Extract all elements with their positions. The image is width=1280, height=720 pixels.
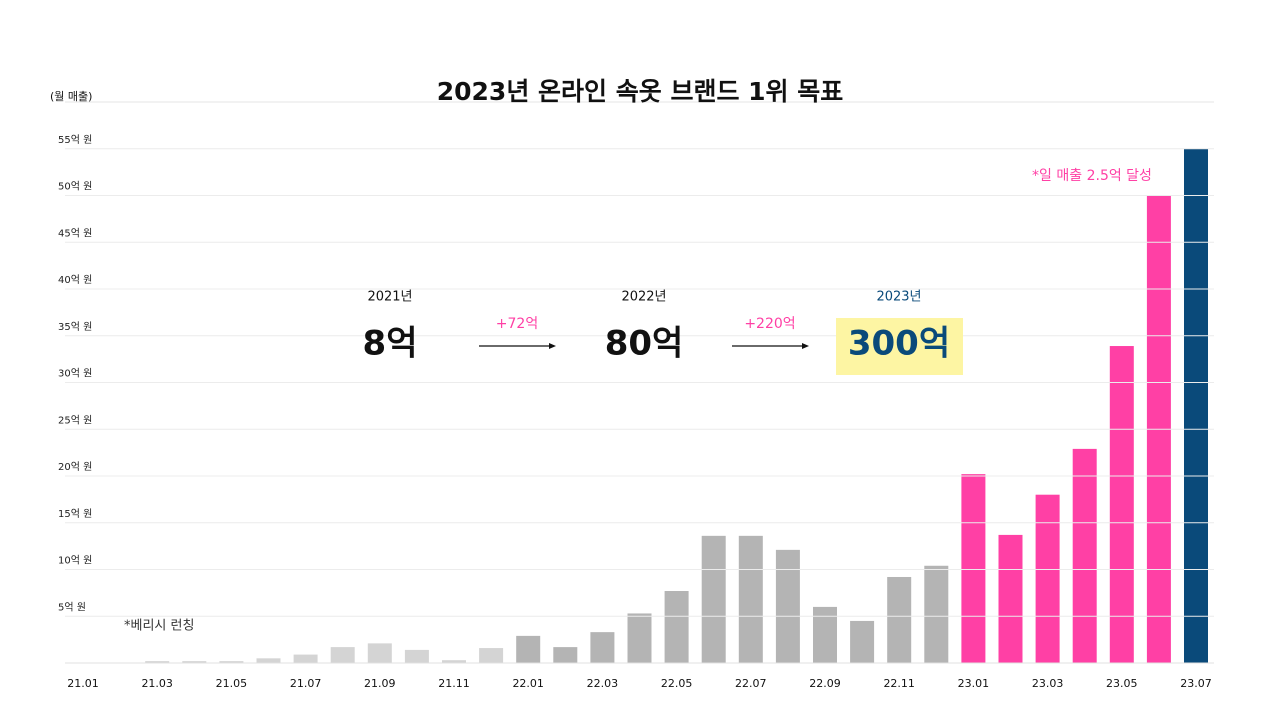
- bar: [775, 549, 800, 663]
- increase-label: +72억: [496, 316, 538, 332]
- x-tick-label: 22.07: [735, 677, 767, 690]
- arrow-head: [549, 343, 556, 349]
- bar: [813, 606, 837, 663]
- bar: [627, 613, 652, 663]
- y-tick-label: 50억 원: [58, 181, 92, 193]
- x-tick-label: 23.07: [1180, 677, 1212, 690]
- year-label: 2023년: [876, 290, 921, 305]
- x-tick-label: 22.03: [587, 677, 619, 690]
- bar: [1072, 448, 1097, 663]
- y-tick-label: 40억 원: [58, 274, 92, 286]
- bar: [404, 649, 429, 663]
- bar: [367, 643, 392, 663]
- bar: [590, 632, 615, 663]
- year-label: 2021년: [367, 290, 412, 305]
- bar: [293, 654, 318, 663]
- bar: [701, 535, 726, 663]
- x-tick-label: 21.11: [438, 677, 470, 690]
- x-tick-label: 23.05: [1106, 677, 1138, 690]
- y-axis-label: (월 매출): [50, 90, 92, 103]
- bar: [182, 661, 207, 663]
- x-tick-label: 23.03: [1032, 677, 1064, 690]
- year-label: 2022년: [621, 290, 666, 305]
- x-tick-label: 23.01: [958, 677, 990, 690]
- y-tick-label: 45억 원: [58, 227, 92, 239]
- chart-title: 2023년 온라인 속옷 브랜드 1위 목표: [437, 77, 844, 106]
- bar: [738, 535, 763, 663]
- x-tick-label: 22.01: [512, 677, 544, 690]
- x-tick-label: 21.05: [216, 677, 248, 690]
- y-tick-label: 20억 원: [58, 461, 92, 473]
- bar: [961, 474, 986, 663]
- bar: [1184, 148, 1208, 663]
- bar: [516, 635, 541, 663]
- arrow-head: [802, 343, 809, 349]
- y-tick-label: 55억 원: [58, 134, 92, 146]
- bar: [330, 647, 355, 663]
- annotation: *일 매출 2.5억 달성: [1032, 168, 1152, 184]
- annotation: *베리시 런칭: [124, 619, 194, 634]
- highlight-box: [836, 318, 963, 375]
- y-tick-label: 15억 원: [58, 508, 92, 520]
- bar: [479, 648, 504, 663]
- x-tick-label: 21.03: [141, 677, 173, 690]
- bar: [256, 658, 281, 663]
- bar: [664, 591, 689, 663]
- amount: 80억: [605, 324, 684, 364]
- y-tick-label: 25억 원: [58, 414, 92, 426]
- y-tick-label: 35억 원: [58, 321, 92, 333]
- y-tick-label: 30억 원: [58, 368, 92, 380]
- bar: [145, 661, 170, 663]
- y-tick-label: 5억 원: [58, 601, 86, 613]
- x-tick-label: 21.07: [290, 677, 322, 690]
- bar: [887, 576, 912, 663]
- bar: [850, 620, 875, 663]
- amount: 300억: [848, 324, 950, 364]
- y-tick-label: 10억 원: [58, 555, 92, 567]
- bar: [442, 660, 466, 663]
- bar: [553, 647, 578, 663]
- bar: [1109, 346, 1134, 663]
- x-tick-label: 22.09: [809, 677, 841, 690]
- x-tick-label: 22.05: [661, 677, 693, 690]
- x-tick-label: 21.09: [364, 677, 396, 690]
- increase-label: +220억: [744, 316, 795, 332]
- x-tick-label: 21.01: [67, 677, 99, 690]
- bar: [998, 534, 1023, 663]
- bar: [219, 661, 244, 663]
- amount: 8억: [363, 324, 418, 364]
- x-tick-label: 22.11: [883, 677, 915, 690]
- bar: [924, 565, 949, 663]
- bar: [1035, 494, 1060, 663]
